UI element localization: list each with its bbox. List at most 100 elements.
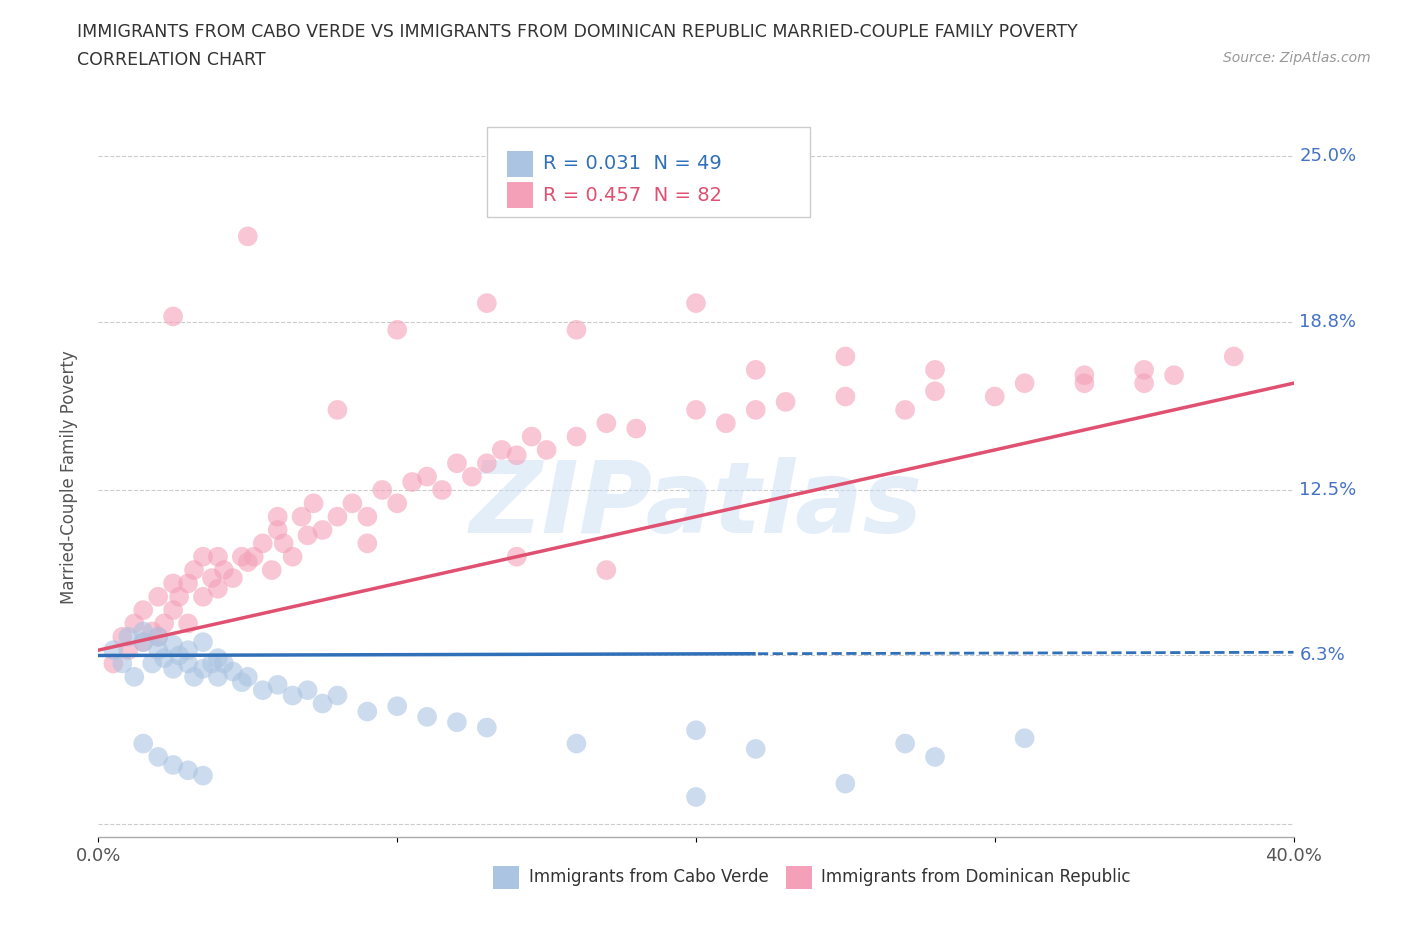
Point	[103, 656, 125, 671]
Point	[177, 763, 200, 777]
Point	[326, 688, 349, 703]
Point	[167, 648, 190, 663]
Point	[834, 777, 856, 791]
FancyBboxPatch shape	[508, 151, 533, 177]
Point	[162, 637, 184, 652]
Point	[267, 510, 290, 525]
Point	[153, 616, 176, 631]
Point	[231, 550, 253, 565]
Point	[520, 429, 543, 444]
Point	[141, 656, 163, 671]
Point	[207, 651, 229, 666]
Point	[222, 571, 245, 586]
Point	[475, 456, 498, 471]
FancyBboxPatch shape	[508, 182, 533, 208]
Point	[222, 664, 245, 679]
Point	[236, 554, 259, 569]
Point	[148, 630, 170, 644]
Point	[311, 696, 333, 711]
Point	[273, 536, 295, 551]
Point	[326, 510, 349, 525]
Point	[894, 737, 917, 751]
Point	[326, 403, 349, 418]
Text: R = 0.031  N = 49: R = 0.031 N = 49	[543, 154, 721, 173]
Point	[714, 416, 737, 431]
Point	[162, 576, 184, 591]
Point	[207, 581, 229, 596]
Point	[536, 443, 558, 458]
Point	[745, 403, 768, 418]
Point	[356, 704, 378, 719]
Text: IMMIGRANTS FROM CABO VERDE VS IMMIGRANTS FROM DOMINICAN REPUBLIC MARRIED-COUPLE : IMMIGRANTS FROM CABO VERDE VS IMMIGRANTS…	[77, 23, 1078, 41]
Point	[162, 757, 184, 772]
Point	[506, 550, 529, 565]
Text: 25.0%: 25.0%	[1299, 147, 1357, 166]
Point	[236, 229, 259, 244]
Point	[103, 643, 125, 658]
Point	[924, 363, 946, 378]
Point	[162, 661, 184, 676]
Text: ZIPatlas: ZIPatlas	[470, 457, 922, 554]
Point	[191, 634, 214, 649]
Text: 6.3%: 6.3%	[1299, 646, 1346, 664]
Point	[177, 656, 200, 671]
Point	[1073, 367, 1095, 382]
Point	[356, 510, 378, 525]
Point	[1073, 376, 1095, 391]
Point	[685, 723, 707, 737]
Point	[167, 590, 190, 604]
Point	[252, 683, 274, 698]
Point	[834, 349, 856, 364]
Point	[371, 483, 394, 498]
Point	[212, 563, 235, 578]
Point	[267, 523, 290, 538]
Point	[595, 416, 617, 431]
Point	[1133, 376, 1156, 391]
Point	[461, 470, 484, 485]
FancyBboxPatch shape	[486, 127, 810, 218]
Point	[132, 737, 155, 751]
Point	[626, 421, 648, 436]
Point	[207, 550, 229, 565]
Point	[894, 403, 917, 418]
Point	[745, 741, 768, 756]
Point	[148, 590, 170, 604]
Point	[685, 790, 707, 804]
Point	[281, 688, 304, 703]
Point	[153, 651, 176, 666]
Point	[924, 750, 946, 764]
Point	[191, 550, 214, 565]
Point	[446, 456, 468, 471]
Point	[291, 510, 314, 525]
Point	[297, 683, 319, 698]
Point	[281, 550, 304, 565]
Point	[416, 470, 439, 485]
Point	[132, 634, 155, 649]
Point	[201, 656, 224, 671]
Text: R = 0.457  N = 82: R = 0.457 N = 82	[543, 186, 723, 205]
Text: 12.5%: 12.5%	[1299, 481, 1357, 499]
Point	[191, 768, 214, 783]
FancyBboxPatch shape	[494, 866, 519, 889]
Text: Source: ZipAtlas.com: Source: ZipAtlas.com	[1223, 51, 1371, 65]
Point	[162, 309, 184, 324]
Point	[385, 323, 409, 338]
Point	[446, 715, 468, 730]
Point	[506, 448, 529, 463]
Point	[1223, 349, 1246, 364]
Point	[311, 523, 333, 538]
Point	[984, 389, 1007, 404]
Point	[117, 643, 139, 658]
Point	[177, 576, 200, 591]
Text: 18.8%: 18.8%	[1299, 312, 1357, 331]
Point	[236, 670, 259, 684]
Point	[416, 710, 439, 724]
Point	[124, 670, 146, 684]
Point	[745, 363, 768, 378]
Point	[177, 616, 200, 631]
Point	[565, 429, 588, 444]
Y-axis label: Married-Couple Family Poverty: Married-Couple Family Poverty	[59, 350, 77, 604]
Point	[141, 624, 163, 639]
Point	[132, 634, 155, 649]
Point	[252, 536, 274, 551]
